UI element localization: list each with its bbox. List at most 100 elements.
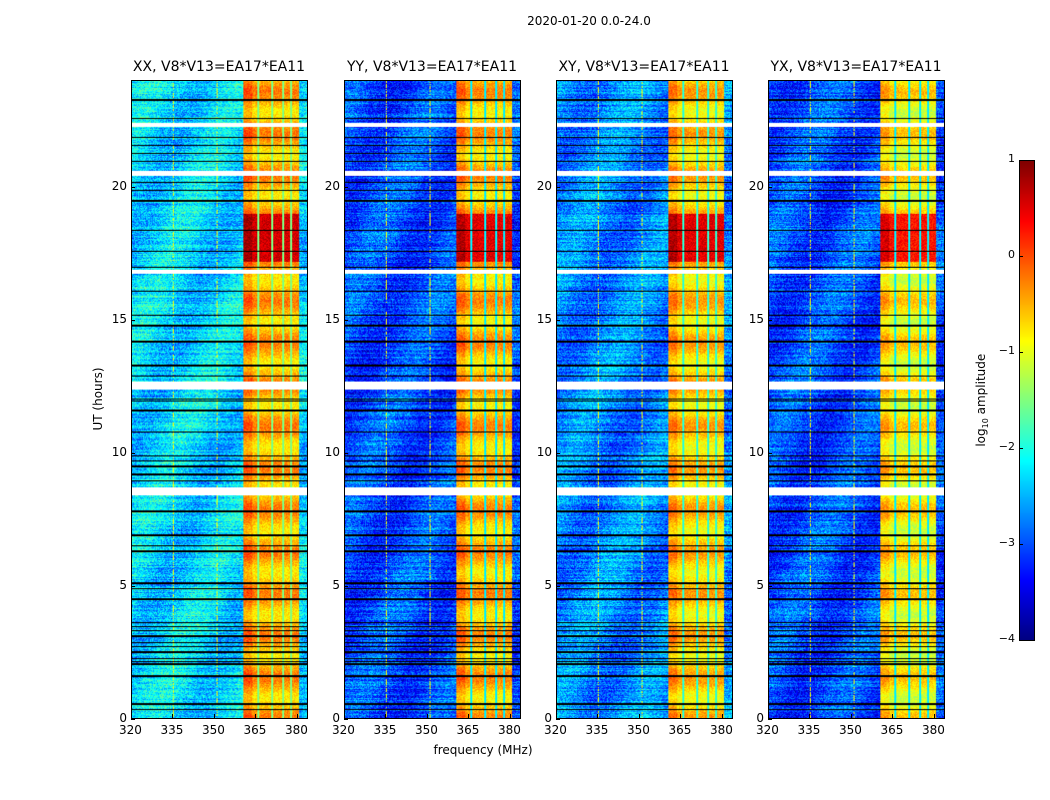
x-tick-mark — [768, 714, 769, 718]
y-tick-label: 20 — [748, 178, 764, 193]
panel-title: XY, V8*V13=EA17*EA11 — [558, 59, 730, 75]
heatmap-image — [132, 81, 307, 718]
panel-title: YY, V8*V13=EA17*EA11 — [346, 59, 518, 75]
heatmap-panel-2 — [556, 80, 733, 719]
x-tick-label: 320 — [332, 723, 355, 737]
colorbar-tick-mark — [1019, 256, 1023, 257]
x-tick-mark — [131, 714, 132, 718]
x-tick-mark — [850, 714, 852, 718]
x-tick-mark — [385, 714, 387, 718]
y-tick-mark — [344, 585, 348, 587]
x-tick-label: 320 — [544, 723, 567, 737]
y-tick-label: 20 — [324, 178, 340, 193]
y-tick-mark — [556, 585, 560, 587]
colorbar-tick-label: 1 — [1008, 152, 1015, 165]
y-axis-label: UT (hours) — [91, 367, 105, 431]
y-tick-mark — [131, 719, 135, 720]
colorbar-tick-mark — [1019, 160, 1023, 161]
y-tick-mark — [768, 719, 772, 720]
heatmap-image — [345, 81, 520, 718]
y-tick-mark — [344, 719, 348, 720]
colorbar-label-rest: amplitude — [973, 353, 988, 419]
y-tick-label: 10 — [748, 444, 764, 459]
x-tick-mark — [721, 714, 723, 718]
y-tick-label: 5 — [756, 577, 764, 592]
x-tick-mark — [426, 714, 428, 718]
x-tick-mark — [344, 714, 345, 718]
y-tick-mark — [131, 319, 135, 321]
x-tick-label: 380 — [921, 723, 945, 737]
y-tick-mark — [768, 319, 772, 321]
x-tick-mark — [468, 714, 470, 718]
heatmap-image — [557, 81, 732, 718]
heatmap-panel-3 — [768, 80, 945, 719]
colorbar-tick-label: 0 — [1008, 248, 1015, 261]
heatmap-panel-0 — [131, 80, 308, 719]
x-tick-label: 335 — [160, 723, 184, 737]
y-tick-mark — [131, 452, 135, 454]
x-tick-mark — [556, 714, 557, 718]
y-tick-mark — [768, 452, 772, 454]
x-tick-label: 365 — [243, 723, 267, 737]
y-tick-label: 15 — [536, 311, 552, 326]
y-tick-mark — [556, 319, 560, 321]
x-tick-mark — [172, 714, 174, 718]
x-tick-label: 335 — [585, 723, 609, 737]
x-tick-label: 350 — [626, 723, 650, 737]
y-tick-label: 15 — [324, 311, 340, 326]
x-tick-label: 320 — [119, 723, 142, 737]
x-tick-mark — [296, 714, 298, 718]
x-tick-mark — [597, 714, 599, 718]
figure-title: 2020-01-20 0.0-24.0 — [527, 14, 651, 28]
colorbar-tick-mark — [1019, 448, 1023, 449]
x-tick-label: 365 — [668, 723, 692, 737]
x-tick-mark — [638, 714, 640, 718]
y-tick-label: 10 — [536, 444, 552, 459]
heatmap-image — [769, 81, 944, 718]
y-tick-label: 0 — [756, 711, 764, 725]
x-tick-mark — [892, 714, 894, 718]
colorbar-tick-label: −1 — [998, 344, 1015, 357]
x-tick-mark — [933, 714, 935, 718]
x-tick-label: 350 — [414, 723, 438, 737]
colorbar-gradient — [1020, 161, 1034, 640]
x-tick-label: 380 — [709, 723, 733, 737]
y-tick-mark — [768, 186, 772, 188]
x-tick-label: 350 — [838, 723, 862, 737]
colorbar-label: log10 amplitude — [974, 340, 990, 460]
y-tick-mark — [131, 585, 135, 587]
y-tick-mark — [344, 452, 348, 454]
panel-title: XX, V8*V13=EA17*EA11 — [132, 59, 306, 75]
colorbar-tick-mark — [1019, 640, 1023, 641]
y-tick-mark — [556, 186, 560, 188]
y-tick-label: 10 — [111, 444, 127, 459]
y-tick-mark — [768, 585, 772, 587]
colorbar — [1019, 160, 1035, 641]
x-tick-mark — [255, 714, 257, 718]
y-tick-mark — [344, 186, 348, 188]
x-tick-mark — [213, 714, 215, 718]
x-tick-label: 365 — [880, 723, 904, 737]
colorbar-tick-mark — [1019, 352, 1023, 353]
x-tick-label: 365 — [456, 723, 480, 737]
colorbar-tick-label: −3 — [998, 536, 1015, 549]
x-tick-mark — [680, 714, 682, 718]
y-tick-label: 0 — [119, 711, 127, 725]
colorbar-tick-mark — [1019, 544, 1023, 545]
y-tick-label: 15 — [748, 311, 764, 326]
x-tick-label: 335 — [797, 723, 821, 737]
y-tick-label: 0 — [544, 711, 552, 725]
y-tick-label: 10 — [324, 444, 340, 459]
y-tick-mark — [344, 319, 348, 321]
x-tick-label: 350 — [201, 723, 225, 737]
x-tick-label: 380 — [284, 723, 308, 737]
colorbar-label-log: log — [973, 428, 988, 447]
x-tick-mark — [809, 714, 811, 718]
y-tick-label: 5 — [332, 577, 340, 592]
y-tick-mark — [556, 719, 560, 720]
y-tick-mark — [131, 186, 135, 188]
heatmap-panel-1 — [344, 80, 521, 719]
x-tick-label: 320 — [756, 723, 779, 737]
y-tick-label: 5 — [544, 577, 552, 592]
y-tick-label: 20 — [536, 178, 552, 193]
